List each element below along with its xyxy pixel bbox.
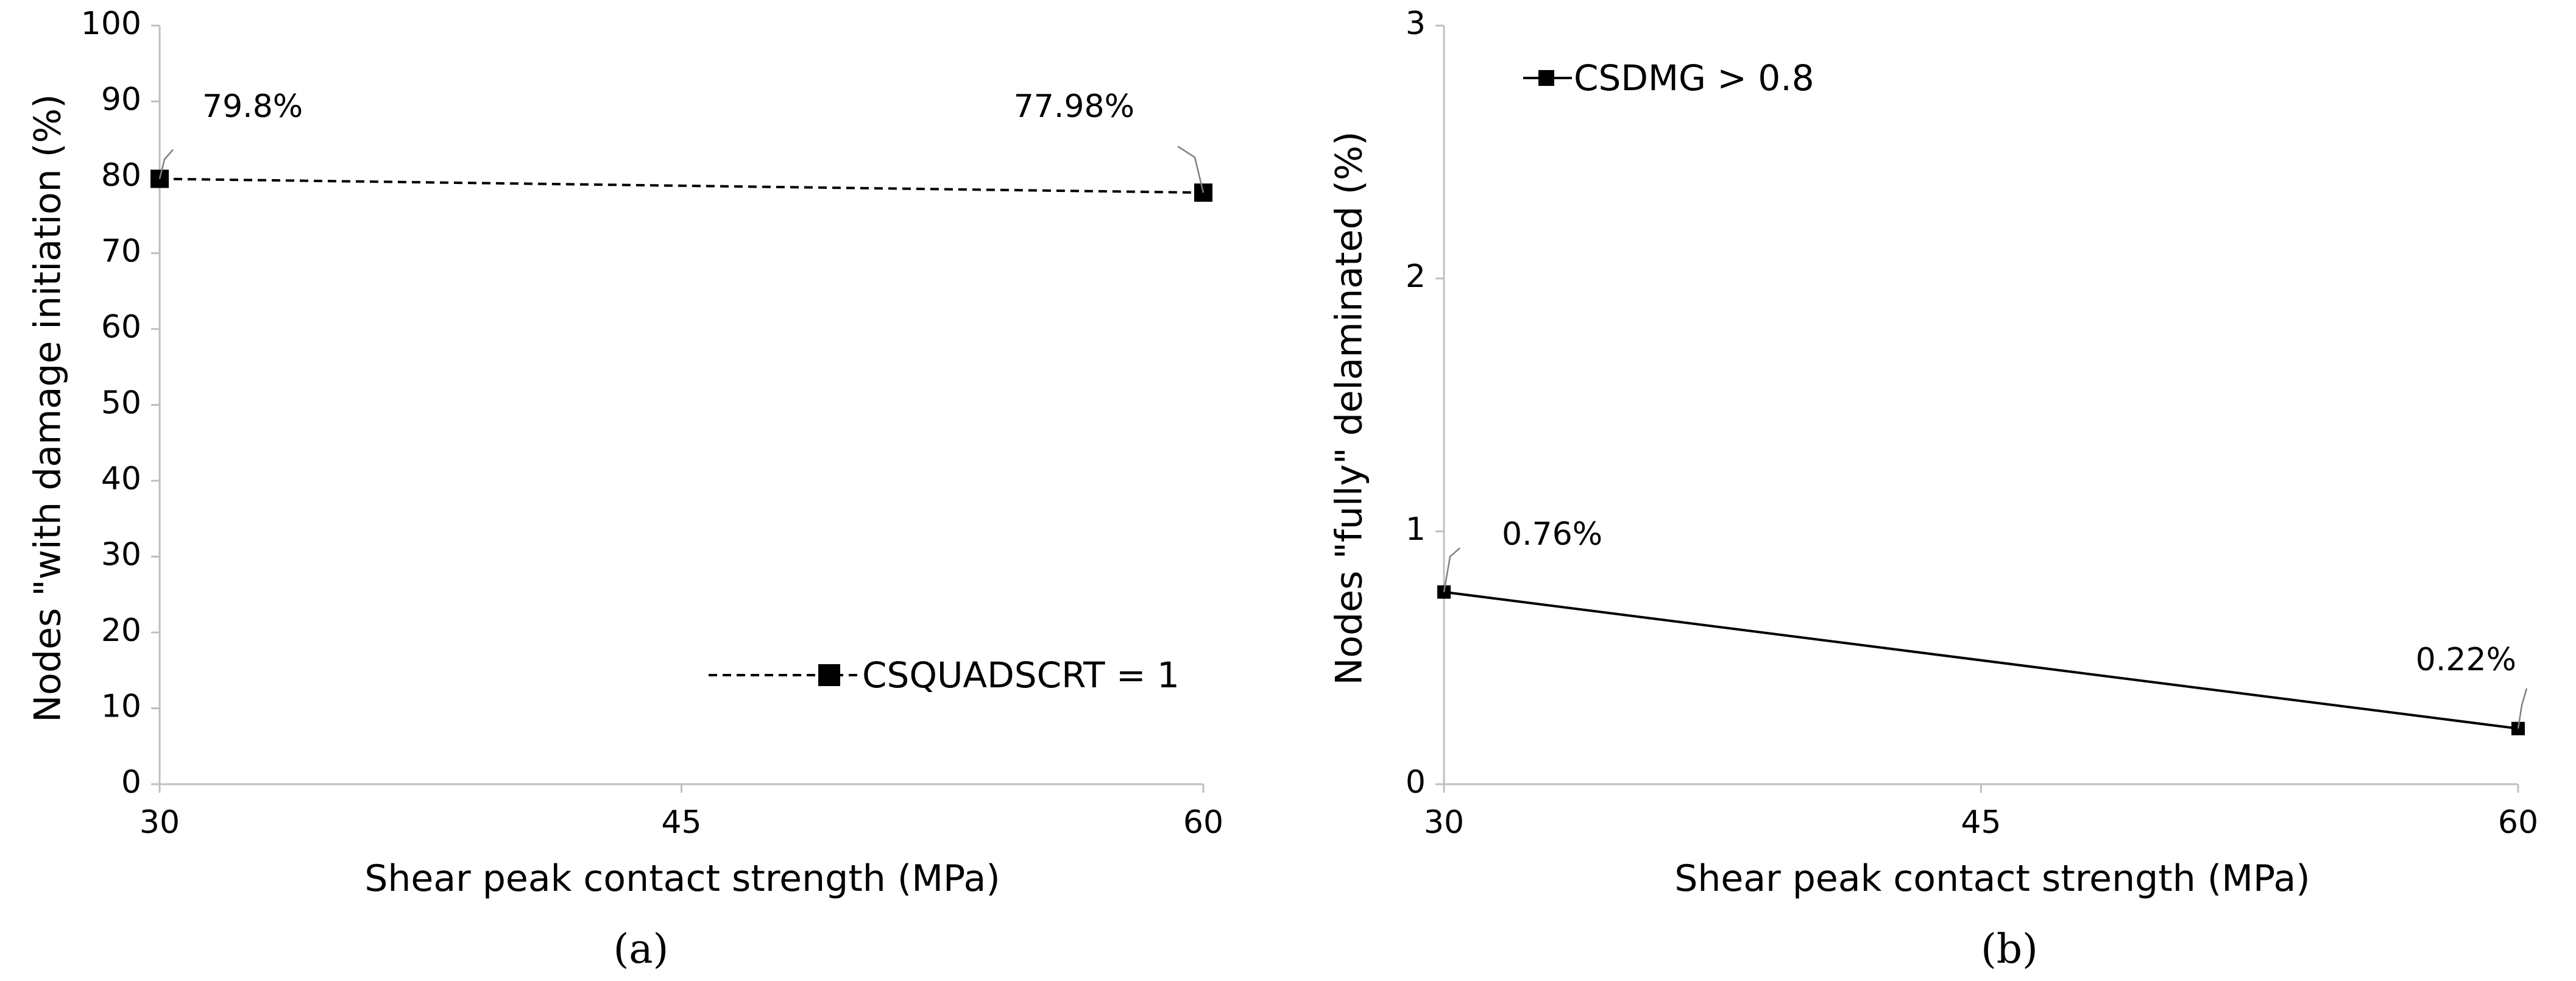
x-axis-title: Shear peak contact strength (MPa) bbox=[364, 857, 1000, 900]
y-tick-label: 90 bbox=[101, 82, 141, 118]
y-tick-label: 0 bbox=[121, 764, 141, 801]
series-line-csquadscrt bbox=[159, 177, 1204, 194]
y-tick-label: 0 bbox=[1406, 764, 1426, 801]
x-tick-label: 30 bbox=[140, 804, 180, 841]
y-tick-label: 80 bbox=[101, 157, 141, 194]
x-tick-labels: 30 45 60 bbox=[1424, 804, 2538, 841]
data-label-leaders bbox=[158, 146, 1205, 193]
figure-caption-a: (a) bbox=[614, 926, 669, 972]
y-tick-label: 20 bbox=[101, 612, 141, 649]
series-line-csdmg bbox=[1443, 590, 2519, 730]
y-tick-label: 10 bbox=[101, 689, 141, 725]
data-label-leaders bbox=[1443, 547, 2528, 729]
y-tick-labels: 0 1 2 3 bbox=[1406, 5, 1426, 801]
x-tick-label: 45 bbox=[661, 804, 701, 841]
x-axis-title: Shear peak contact strength (MPa) bbox=[1674, 857, 2310, 900]
y-tick-labels: 0 10 20 30 40 50 60 70 80 90 100 bbox=[81, 5, 141, 801]
data-label: 0.22% bbox=[2416, 642, 2516, 678]
data-label-leader bbox=[1443, 547, 1460, 592]
legend: CSDMG > 0.8 bbox=[1523, 57, 1814, 99]
y-tick-label: 100 bbox=[81, 5, 141, 42]
x-tick-labels: 30 45 60 bbox=[140, 804, 1223, 841]
data-label: 77.98% bbox=[1014, 88, 1134, 125]
y-axis-title: Nodes "with damage initiation (%) bbox=[27, 94, 69, 722]
x-tick-label: 60 bbox=[2498, 804, 2538, 841]
y-tick-label: 50 bbox=[101, 385, 141, 422]
chart-panel-a: 0 10 20 30 40 50 60 70 80 90 100 30 45 60 Nodes "wit… bbox=[27, 5, 1223, 972]
data-label-leader bbox=[2517, 688, 2528, 729]
y-tick-label: 3 bbox=[1406, 5, 1426, 42]
data-label-leader bbox=[1177, 146, 1205, 193]
y-tick-label: 1 bbox=[1406, 511, 1426, 548]
series-markers bbox=[150, 169, 1212, 202]
data-label: 0.76% bbox=[1502, 516, 1602, 553]
legend: CSQUADSCRT = 1 bbox=[709, 654, 1180, 696]
y-tick-label: 40 bbox=[101, 461, 141, 497]
legend-marker bbox=[818, 664, 840, 686]
legend-label: CSQUADSCRT = 1 bbox=[862, 654, 1180, 696]
y-axis-minor-ticks bbox=[1435, 24, 2519, 793]
legend-marker bbox=[1538, 70, 1554, 86]
y-axis-minor-ticks bbox=[151, 24, 1205, 793]
data-label-leader bbox=[158, 149, 174, 179]
y-tick-label: 2 bbox=[1406, 258, 1426, 295]
y-tick-label: 70 bbox=[101, 233, 141, 270]
legend-label: CSDMG > 0.8 bbox=[1574, 57, 1814, 99]
figure-caption-b: (b) bbox=[1981, 926, 2038, 972]
data-label: 79.8% bbox=[202, 88, 303, 125]
x-tick-label: 30 bbox=[1424, 804, 1464, 841]
y-tick-label: 30 bbox=[101, 537, 141, 573]
chart-panel-b: 0 1 2 3 30 45 60 Nodes "fully" delaminated (%… bbox=[1328, 5, 2538, 972]
x-tick-label: 60 bbox=[1183, 804, 1223, 841]
y-axis-title: Nodes "fully" delaminated (%) bbox=[1328, 132, 1371, 685]
y-tick-label: 60 bbox=[101, 309, 141, 345]
x-tick-label: 45 bbox=[1961, 804, 2001, 841]
